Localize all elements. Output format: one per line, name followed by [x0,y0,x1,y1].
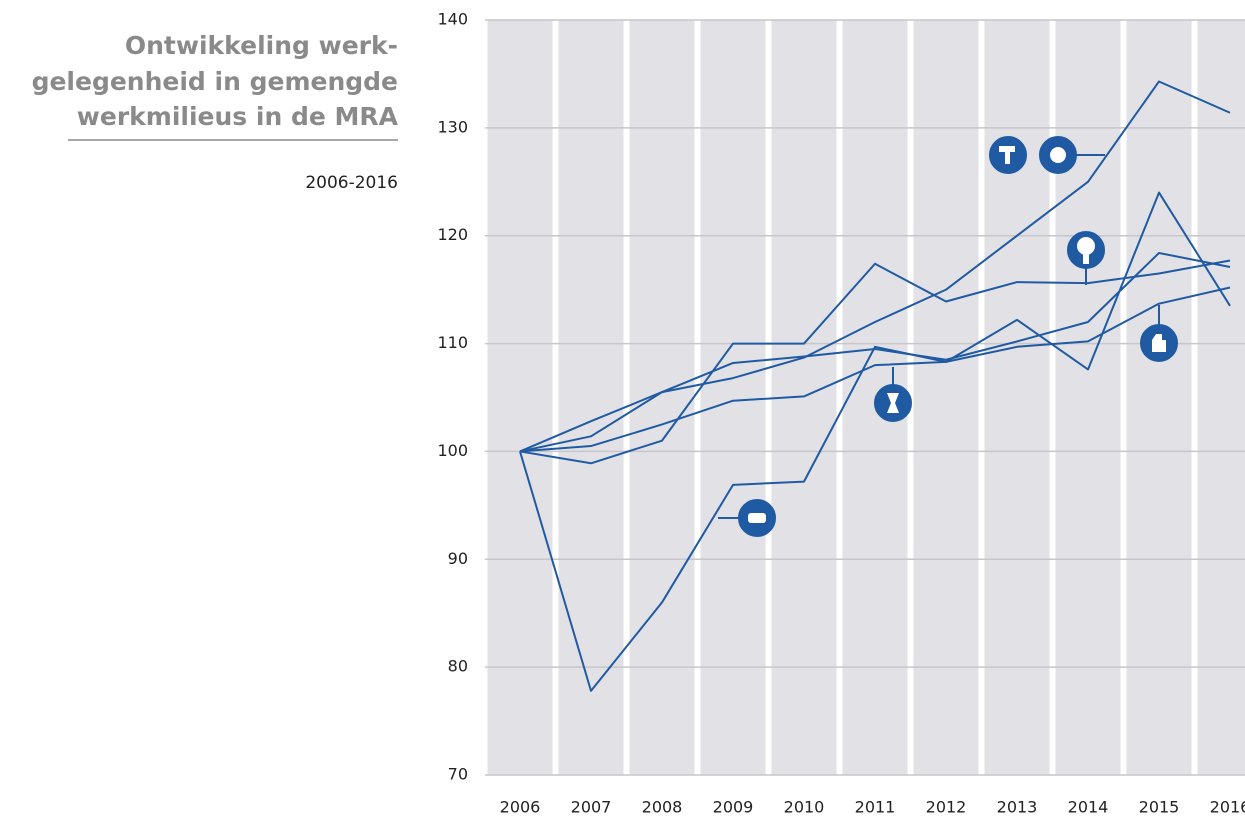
x-tick-label: 2015 [1139,798,1180,817]
y-tick-label: 80 [448,657,468,676]
x-tick-label: 2011 [855,798,896,817]
icons [718,136,1178,537]
x-tick-label: 2007 [571,798,612,817]
y-tick-label: 140 [437,10,468,29]
y-tick-label: 110 [437,333,468,352]
grid [485,19,1245,776]
x-tick-label: 2012 [926,798,967,817]
column-band [629,20,695,775]
title-line: gelegenheid in gemengde [32,67,398,96]
column-band [1126,20,1192,775]
lines [519,80,1231,692]
column-band [700,20,766,775]
y-tick-label: 70 [448,765,468,784]
x-tick-label: 2013 [997,798,1038,817]
x-tick-label: 2008 [642,798,683,817]
series-line [519,259,1231,465]
title-line: Ontwikkeling werk- [125,31,398,60]
column-band [1197,20,1245,775]
x-tick-label: 2016 [1210,798,1245,817]
column-band [1055,20,1121,775]
column-band [984,20,1050,775]
series-line [519,286,1231,453]
column-band [913,20,979,775]
y-tick-label: 90 [448,549,468,568]
series-line [519,191,1231,692]
title-line: werkmilieus in de MRA [77,102,399,131]
column-band [487,20,553,775]
subtitle: 2006-2016 [305,173,398,193]
column-band [558,20,624,775]
background [487,20,1245,775]
series-line [519,80,1231,453]
x-tick-label: 2009 [713,798,754,817]
x-tick-label: 2010 [784,798,825,817]
x-tick-label: 2006 [500,798,541,817]
y-tick-label: 120 [437,225,468,244]
y-tick-label: 130 [437,117,468,136]
series-line [519,251,1231,453]
x-tick-label: 2014 [1068,798,1109,817]
y-tick-label: 100 [437,441,468,460]
